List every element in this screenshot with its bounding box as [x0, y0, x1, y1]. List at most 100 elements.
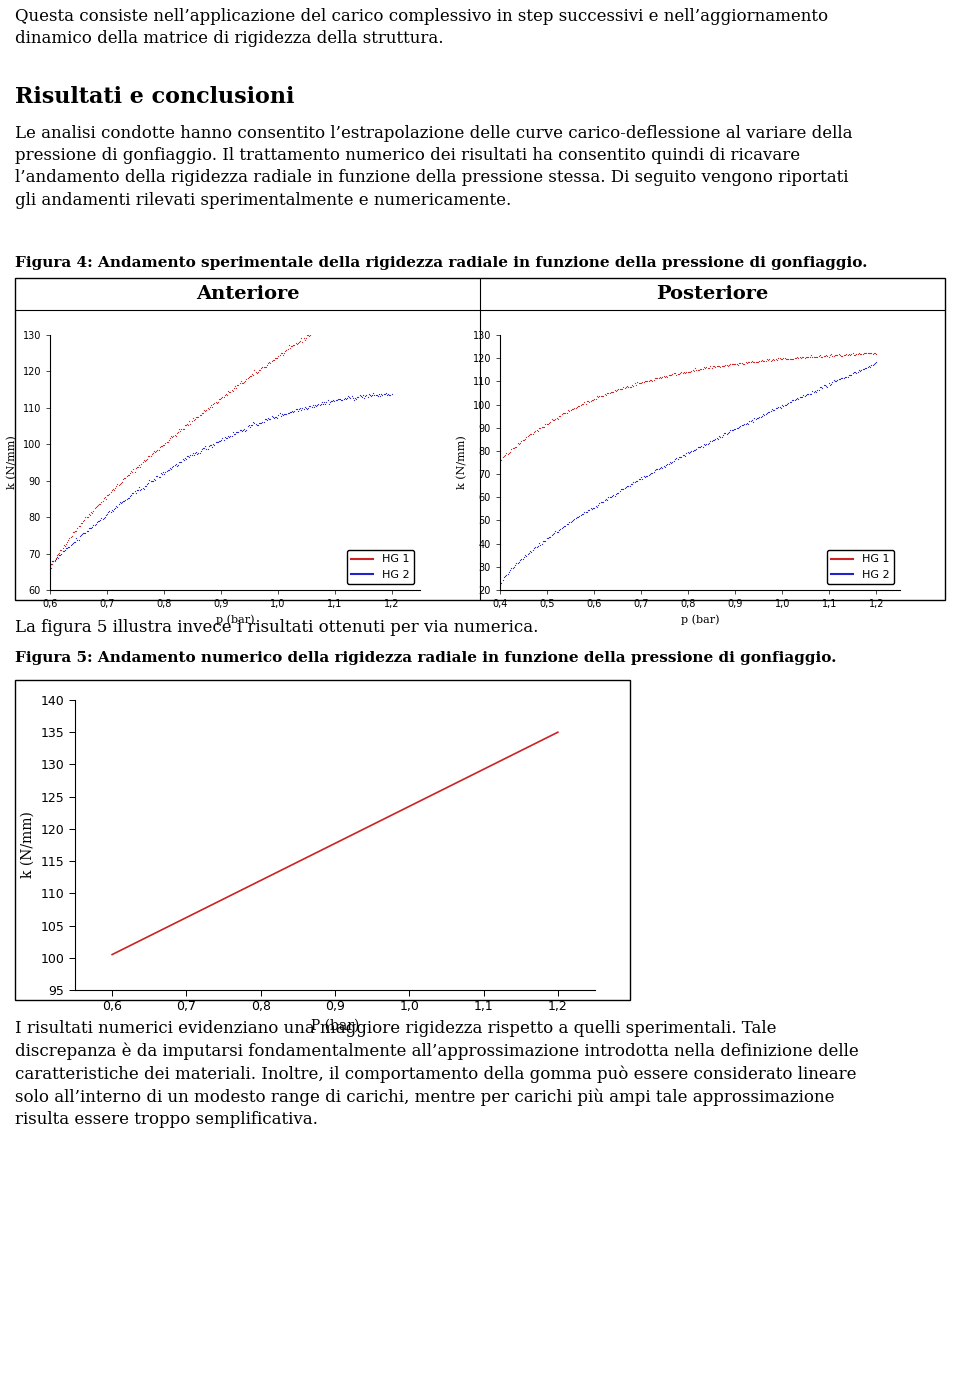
- Point: [63, 534, 79, 556]
- Point: [116, 490, 132, 512]
- Legend: HG 1, HG 2: HG 1, HG 2: [827, 551, 895, 585]
- Point: [773, 348, 788, 370]
- Point: [278, 339, 294, 362]
- Point: [269, 346, 284, 368]
- Point: [652, 457, 667, 479]
- Point: [188, 406, 204, 428]
- Point: [685, 439, 701, 461]
- Point: [500, 443, 516, 465]
- Point: [658, 366, 673, 388]
- Point: [98, 487, 113, 509]
- Point: [173, 451, 188, 473]
- Point: [132, 479, 148, 501]
- Point: [328, 308, 344, 330]
- Point: [817, 345, 832, 367]
- Point: [816, 374, 831, 396]
- Point: [61, 526, 77, 548]
- Point: [777, 393, 792, 415]
- Point: [545, 408, 561, 431]
- Point: [142, 469, 157, 491]
- Point: [835, 367, 851, 389]
- Point: [276, 342, 292, 364]
- Point: [252, 411, 267, 433]
- Point: [554, 403, 569, 425]
- Point: [561, 513, 576, 535]
- Point: [667, 448, 683, 471]
- Point: [317, 315, 332, 337]
- Point: [564, 399, 580, 421]
- Text: Le analisi condotte hanno consentito l’estrapolazione delle curve carico-defless: Le analisi condotte hanno consentito l’e…: [15, 126, 852, 208]
- Point: [139, 448, 155, 471]
- Point: [729, 353, 744, 375]
- Point: [756, 403, 771, 425]
- Point: [691, 359, 707, 381]
- Point: [247, 413, 262, 435]
- Point: [845, 342, 860, 364]
- Point: [320, 310, 335, 333]
- Point: [792, 386, 807, 408]
- Point: [95, 490, 110, 512]
- Point: [133, 477, 149, 500]
- Point: [192, 442, 207, 464]
- Point: [550, 520, 565, 542]
- Point: [132, 476, 147, 498]
- Point: [704, 431, 719, 453]
- Point: [719, 422, 734, 444]
- Point: [181, 446, 197, 468]
- Point: [345, 386, 360, 408]
- Point: [251, 362, 266, 384]
- Point: [605, 484, 620, 506]
- Point: [648, 367, 663, 389]
- Point: [546, 523, 562, 545]
- Point: [779, 348, 794, 370]
- Point: [513, 549, 528, 571]
- Point: [199, 437, 214, 460]
- Point: [849, 362, 864, 384]
- Point: [301, 324, 317, 346]
- Point: [797, 385, 812, 407]
- Point: [314, 391, 329, 413]
- Point: [131, 455, 146, 477]
- Point: [860, 342, 876, 364]
- Point: [335, 299, 350, 322]
- Point: [295, 396, 310, 418]
- Point: [707, 429, 722, 451]
- Point: [617, 377, 633, 399]
- Point: [667, 363, 683, 385]
- Point: [551, 519, 566, 541]
- Point: [735, 353, 751, 375]
- Point: [66, 530, 82, 552]
- Point: [253, 356, 269, 378]
- Point: [290, 331, 305, 353]
- Point: [289, 333, 304, 355]
- Point: [133, 453, 149, 475]
- Point: [128, 482, 143, 504]
- Point: [566, 397, 582, 420]
- Point: [205, 433, 221, 455]
- Point: [739, 413, 755, 435]
- Point: [287, 400, 302, 422]
- Point: [496, 444, 512, 466]
- Point: [764, 399, 780, 421]
- Point: [265, 349, 280, 371]
- Point: [282, 400, 298, 422]
- Point: [724, 353, 739, 375]
- Point: [529, 418, 544, 440]
- Point: [700, 357, 715, 380]
- Point: [651, 458, 666, 480]
- Point: [808, 346, 824, 368]
- Point: [241, 366, 256, 388]
- Point: [642, 368, 658, 391]
- Point: [108, 477, 123, 500]
- Point: [204, 433, 219, 455]
- Point: [593, 385, 609, 407]
- Point: [542, 411, 558, 433]
- Point: [788, 388, 804, 410]
- Point: [161, 460, 177, 482]
- Point: [722, 353, 737, 375]
- Point: [662, 451, 678, 473]
- Point: [868, 352, 883, 374]
- Point: [819, 345, 834, 367]
- Point: [748, 351, 763, 373]
- Point: [687, 439, 703, 461]
